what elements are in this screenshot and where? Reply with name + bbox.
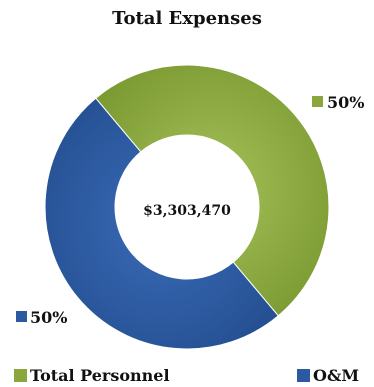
legend-label-om: O&M (313, 366, 360, 385)
slice-label-om: 50% (30, 308, 67, 327)
donut-slice-personnel (95, 64, 330, 317)
legend-item-personnel: Total Personnel (14, 366, 170, 385)
donut-slice-om (44, 97, 279, 350)
slices-group (44, 64, 330, 350)
label-swatch-om (16, 311, 27, 322)
legend-item-om: O&M (297, 366, 359, 385)
chart-title: Total Expenses (112, 8, 262, 29)
label-om: 50% (16, 308, 67, 327)
label-personnel: 50% (312, 93, 364, 112)
legend-swatch-om (297, 369, 310, 382)
label-swatch-personnel (312, 96, 323, 107)
slice-label-personnel: 50% (327, 93, 364, 112)
legend-swatch-personnel (14, 369, 27, 382)
center-total-label: $3,303,470 (143, 203, 231, 219)
legend-label-personnel: Total Personnel (30, 366, 170, 385)
